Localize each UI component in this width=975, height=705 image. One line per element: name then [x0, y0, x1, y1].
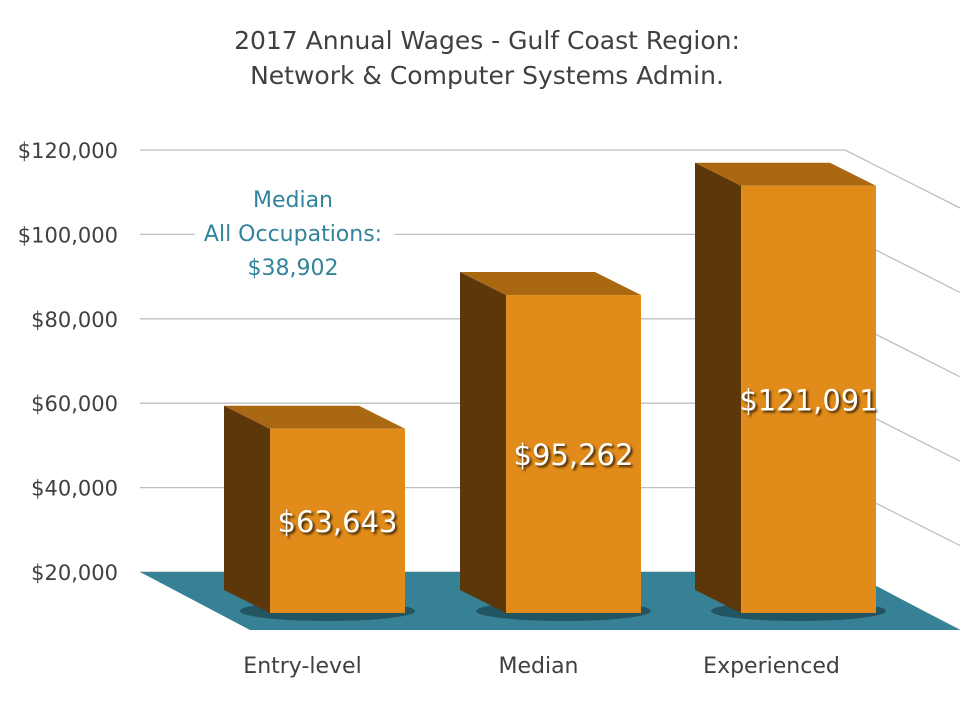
x-category-label: Entry-level [243, 654, 361, 679]
bar-top [224, 405, 405, 429]
y-tick-label: $20,000 [31, 561, 118, 585]
annotation-line-2: All Occupations: [204, 222, 382, 247]
bar-median [506, 295, 641, 613]
y-tick-label: $100,000 [18, 223, 118, 247]
gridline [140, 149, 961, 209]
bar-top [695, 162, 876, 186]
data-label: $95,262 [514, 438, 634, 472]
bar-experienced [741, 185, 876, 613]
x-category-label: Median [498, 654, 578, 679]
chart-title-line-2: Network & Computer Systems Admin. [250, 61, 724, 90]
y-tick-label: $60,000 [31, 392, 118, 416]
data-label: $121,091 [739, 383, 877, 417]
bar-side [695, 162, 741, 613]
x-category-label: Experienced [703, 654, 840, 679]
chart-title-line-1: 2017 Annual Wages - Gulf Coast Region: [234, 26, 740, 55]
data-label: $63,643 [278, 505, 398, 539]
bar-top [460, 272, 641, 296]
y-tick-label: $120,000 [18, 139, 118, 163]
y-tick-label: $80,000 [31, 308, 118, 332]
bar-side [460, 272, 506, 613]
annotation-line-3: $38,902 [248, 256, 339, 281]
bar-side [224, 405, 270, 613]
annotation-line-1: Median [253, 188, 333, 213]
y-tick-label: $40,000 [31, 477, 118, 501]
bar-entry-level [270, 428, 405, 613]
